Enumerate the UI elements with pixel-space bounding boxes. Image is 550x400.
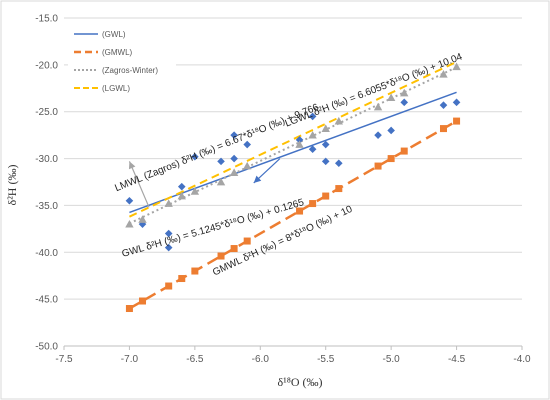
- y-tick-label: -25.0: [35, 107, 58, 118]
- zagros-point: [295, 140, 304, 148]
- zagros-point: [386, 93, 396, 102]
- gmwl-point: [178, 275, 186, 283]
- y-tick-label: -50.0: [35, 342, 58, 353]
- x-tick-label: -6.5: [186, 354, 204, 365]
- gwl-point: [400, 98, 409, 107]
- axes: [63, 345, 523, 350]
- gmwl-point: [165, 282, 173, 290]
- gwl-point: [177, 182, 186, 191]
- legend-entry: (GWL): [102, 30, 126, 39]
- lmwl-arrow-shaft: [128, 161, 150, 208]
- y-tick-label: -15.0: [35, 14, 58, 25]
- x-tick-labels: -7.5 -7.0 -6.5 -6.0 -5.5 -5.0 -4.5 -4.0: [55, 354, 531, 365]
- lgwl-line: [129, 60, 457, 218]
- zagros-point: [138, 215, 147, 223]
- gwl-point: [374, 131, 382, 139]
- y-tick-label: -35.0: [35, 201, 58, 212]
- y-tick-label: -45.0: [35, 295, 58, 306]
- y-tick-label: -20.0: [35, 60, 58, 71]
- gmwl-point: [309, 200, 317, 208]
- gwl-point: [321, 157, 330, 166]
- gwl-point: [335, 159, 343, 168]
- x-tick-label: -7.5: [55, 354, 73, 365]
- gmwl-point: [322, 192, 330, 200]
- gmwl-point: [439, 125, 447, 133]
- gmwl-point: [243, 237, 251, 245]
- gwl-point: [217, 157, 225, 166]
- legend: (GWL) (GMWL) (Zagros-Winter) (LGWL): [68, 28, 176, 102]
- gmwl-point: [400, 147, 408, 155]
- x-tick-label: -5.0: [383, 354, 401, 365]
- gwl-point: [308, 145, 317, 153]
- gmwl-point: [139, 297, 147, 305]
- gwl-point: [243, 140, 251, 149]
- x-tick-label: -4.5: [448, 354, 466, 365]
- gwl-point: [321, 140, 330, 149]
- x-tick-label: -5.5: [317, 354, 335, 365]
- y-tick-labels: -15.0 -20.0 -25.0 -30.0 -35.0 -40.0 -45.0 -50.0: [35, 14, 58, 353]
- gwl-point: [191, 152, 199, 161]
- zagros-point: [400, 88, 409, 97]
- gwl-point: [452, 98, 461, 107]
- zagros-point: [164, 199, 173, 207]
- lmwl-arrow-head: [128, 161, 136, 170]
- annotation-arrows: [128, 158, 281, 208]
- zagros-point: [452, 62, 461, 71]
- gmwl-point: [191, 267, 199, 275]
- gmwl-point: [335, 185, 343, 193]
- y-tick-label: -40.0: [35, 248, 58, 259]
- gwl-point: [387, 126, 395, 135]
- gwl-line: [129, 91, 457, 214]
- zagros-point: [190, 187, 200, 195]
- x-tick-label: -4.0: [513, 354, 531, 365]
- zagros-point: [177, 191, 186, 200]
- zagros-point: [308, 130, 317, 139]
- gmwl-point: [230, 245, 238, 253]
- x-tick-label: -7.0: [121, 354, 139, 365]
- legend-box: [68, 28, 176, 102]
- zagros-point: [439, 70, 448, 78]
- legend-entry: (LGWL): [102, 84, 130, 93]
- gwl-point: [295, 136, 304, 144]
- gwl-point: [439, 101, 448, 109]
- x-axis-label: δ¹⁸O (‰): [277, 375, 322, 389]
- zagros-point: [229, 168, 239, 176]
- zagros-point: [373, 102, 383, 111]
- gmwl-point: [217, 252, 225, 260]
- legend-entry: (Zagros-Winter): [102, 66, 158, 75]
- gmwl-point: [387, 155, 395, 163]
- gwl-point: [230, 154, 238, 163]
- gwl-point: [308, 112, 317, 121]
- zagros-point: [216, 177, 226, 186]
- zagros-point: [334, 116, 343, 125]
- gwl-point: [164, 243, 173, 252]
- legend-entry: (GMWL): [102, 48, 133, 57]
- gwl-arrow-head: [253, 175, 262, 183]
- gmwl-point: [374, 162, 382, 170]
- gmwl-point: [296, 207, 304, 215]
- zagros-point: [321, 124, 330, 132]
- data-points: [125, 62, 461, 313]
- gmwl-point: [453, 117, 461, 125]
- y-axis-label: δ²H (‰): [5, 165, 19, 206]
- x-tick-label: -6.0: [252, 354, 270, 365]
- gwl-point: [164, 229, 173, 238]
- zagros-point: [243, 161, 252, 170]
- y-tick-label: -30.0: [35, 154, 58, 165]
- gwl-point: [230, 131, 238, 139]
- gwl-point: [125, 196, 134, 205]
- zagros-point: [125, 219, 134, 228]
- gmwl-point: [125, 305, 133, 313]
